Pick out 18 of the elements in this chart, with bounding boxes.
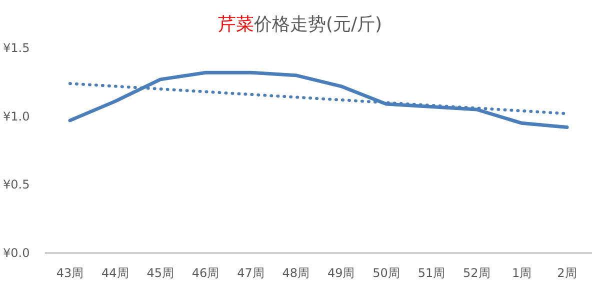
x-tick-label: 49周 (327, 266, 355, 280)
x-tick-label: 48周 (282, 266, 310, 280)
x-tick-label: 43周 (56, 266, 84, 280)
x-tick-label: 1周 (512, 266, 532, 280)
x-tick-label: 46周 (192, 266, 220, 280)
x-tick-label: 44周 (102, 266, 129, 280)
x-tick-label: 52周 (462, 266, 490, 280)
y-tick-label: ¥0.0 (3, 246, 30, 260)
x-tick-label: 45周 (146, 266, 174, 280)
y-tick-label: ¥1.0 (3, 109, 30, 124)
y-tick-label: ¥0.5 (3, 178, 30, 192)
x-tick-label: 50周 (372, 266, 400, 280)
y-tick-label: ¥1.5 (3, 41, 30, 55)
x-tick-label: 51周 (418, 266, 446, 280)
chart-title: 芹菜价格走势(元/斤) (218, 14, 382, 35)
x-tick-label: 2周 (557, 266, 577, 280)
x-tick-label: 47周 (237, 266, 264, 280)
line-series (68, 70, 569, 130)
